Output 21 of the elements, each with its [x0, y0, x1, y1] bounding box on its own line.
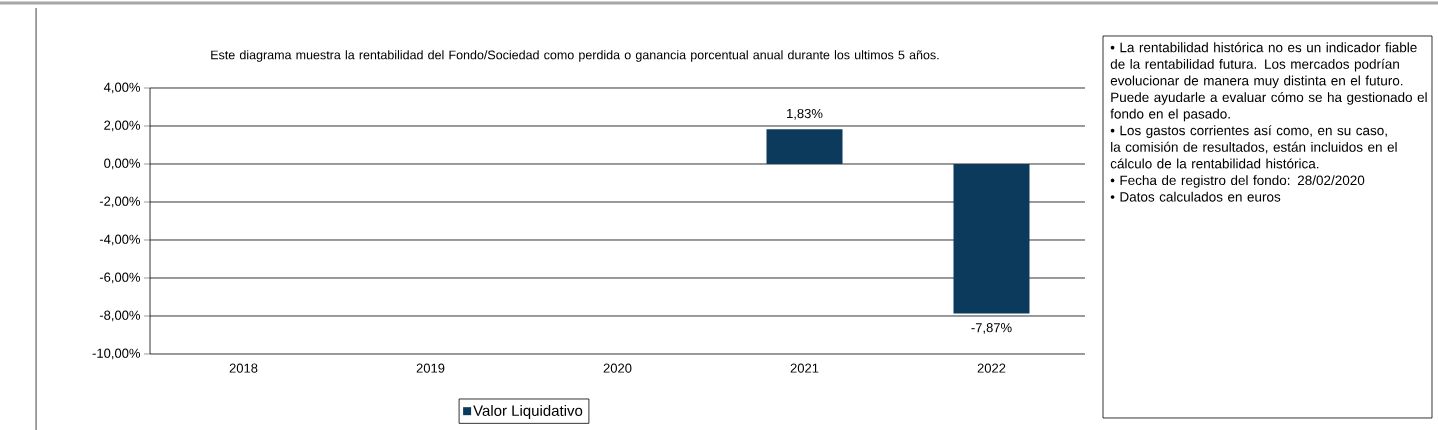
x-tick-label: 2019 — [416, 363, 445, 373]
y-tick-label: -2,00% — [99, 196, 141, 208]
y-tick-label: -10,00% — [92, 348, 141, 360]
chart-title: Este diagrama muestra la rentabilidad del Fondo/Sociedad como perdida o ganancia porcentual anual durante los ultimos 5 años. — [211, 50, 939, 62]
data-label: -7,87% — [971, 323, 1012, 334]
text: • Datos calculados en euros — [1110, 191, 1281, 202]
x-tick-label: 2018 — [229, 363, 258, 373]
text: • Los gastos corrientes así como, en su caso, la comisión de resultados, están incluidos en el cálculo de la rentabilidad histórica. — [1110, 125, 1397, 169]
text: • Fecha de registro del fondo: 28/02/2020 — [1110, 175, 1365, 188]
x-tick-label: 2021 — [790, 363, 819, 373]
legend-label: Valor Liquidativo — [473, 404, 583, 419]
y-tick-label: -6,00% — [99, 272, 141, 284]
y-tick-label: 4,00% — [103, 82, 141, 94]
x-tick-label: 2022 — [977, 363, 1006, 373]
y-tick-label: -4,00% — [99, 234, 141, 246]
text: • La rentabilidad histórica no es un indicador fiable de la rentabilidad futura. Los mercados podrían evolucionar de manera muy distinta en el futuro. Puede ayudarle a evaluar cómo se ha gestionado el fondo en el pasado. — [1110, 42, 1427, 122]
y-tick-label: 2,00% — [104, 120, 141, 132]
y-tick-label: -8,00% — [99, 310, 141, 322]
x-tick-label: 2020 — [603, 363, 632, 373]
data-label: 1,83% — [787, 108, 823, 120]
y-tick-label: 0,00% — [104, 158, 141, 170]
